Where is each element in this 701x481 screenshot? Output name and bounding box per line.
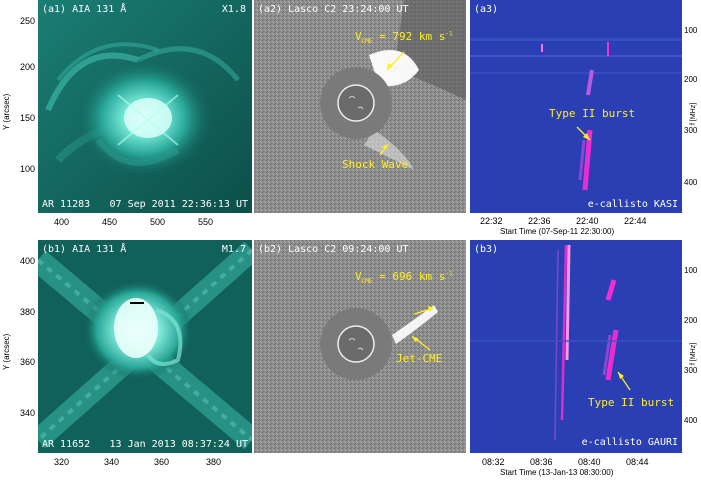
type-ii-burst-label: Type II burst [588, 396, 675, 409]
x-tick: 320 [54, 457, 70, 467]
y-tick: 200 [684, 316, 698, 325]
panel-label: (a1) AIA 131 Å [42, 4, 127, 15]
x-tick: 08:36 [530, 457, 553, 467]
x-tick: 340 [104, 457, 120, 467]
y-tick: 300 [684, 366, 698, 375]
panel-label: (a3) [474, 4, 499, 15]
station-label: e-callisto KASI [587, 199, 678, 210]
x-tick: 450 [102, 217, 118, 227]
x-tick: 22:40 [576, 216, 599, 226]
cme-speed: VCME = 696 km s-1 [355, 270, 453, 286]
lasco-image-a2 [254, 0, 466, 213]
panel-label: (b1) AIA 131 Å [42, 244, 127, 255]
flare-class: X1.8 [221, 4, 246, 15]
x-axis-label: Start Time (13-Jan-13 08:30:00) [500, 468, 614, 477]
lasco-panel-a2: (a2) Lasco C2 23:24:00 UT VCME = 792 km … [254, 0, 466, 213]
y-tick: 100 [684, 26, 698, 35]
y-axis-label: Y (arcsec) [2, 93, 11, 130]
x-axis-label: Start Time (07-Sep-11 22:30:00) [500, 227, 615, 236]
y-tick: 100 [20, 164, 36, 174]
callisto-panel-a3: (a3) Type II burst e-callisto KASI [470, 0, 682, 213]
y-tick: 300 [684, 126, 698, 135]
y-tick: 380 [20, 307, 36, 317]
y-tick: 400 [684, 416, 698, 425]
y-tick: 360 [20, 357, 36, 367]
x-tick: 22:32 [480, 216, 503, 226]
active-region: AR 11652 [42, 439, 91, 450]
panel-label: (a2) Lasco C2 23:24:00 UT [258, 4, 409, 15]
panel-label: (b3) [474, 244, 499, 255]
x-tick: 400 [54, 217, 70, 227]
callisto-panel-b3: (b3) Type II burst e-callisto GAURI [470, 240, 682, 453]
panel-label: (b2) Lasco C2 09:24:00 UT [258, 244, 409, 255]
y-tick: 200 [684, 75, 698, 84]
observation-datetime: 13 Jan 2013 08:37:24 UT [109, 439, 248, 450]
x-tick: 360 [154, 457, 170, 467]
x-tick: 08:40 [578, 457, 601, 467]
cme-speed: VCME = 792 km s-1 [355, 30, 453, 46]
aia-image-a1 [38, 0, 252, 213]
jet-cme-label: Jet-CME [396, 352, 443, 365]
active-region: AR 11283 [42, 199, 91, 210]
y-tick: 100 [684, 266, 698, 275]
x-tick: 550 [198, 217, 214, 227]
x-tick: 08:32 [482, 457, 505, 467]
aia-image-b1 [38, 240, 252, 453]
y-tick: 150 [20, 113, 36, 123]
y-tick: 200 [20, 62, 36, 72]
x-tick: 22:44 [624, 216, 647, 226]
station-label: e-callisto GAURI [581, 437, 678, 448]
flare-class: M1.7 [221, 244, 246, 255]
lasco-panel-b2: (b2) Lasco C2 09:24:00 UT VCME = 696 km … [254, 240, 466, 453]
aia-panel-a1: (a1) AIA 131 Å X1.8 AR 11283 07 Sep 2011… [38, 0, 252, 213]
y-tick: 400 [20, 256, 36, 266]
type-ii-burst-label: Type II burst [549, 107, 636, 120]
x-tick: 22:36 [528, 216, 551, 226]
x-tick: 08:44 [626, 457, 649, 467]
y-tick: 340 [20, 408, 36, 418]
y-axis-label: f [MHz] [690, 102, 697, 125]
y-axis-label: f [MHz] [690, 342, 697, 365]
spectrogram-b3 [470, 240, 682, 453]
spectrogram-a3 [470, 0, 682, 213]
observation-datetime: 07 Sep 2011 22:36:13 UT [109, 199, 248, 210]
y-axis-label: Y (arcsec) [2, 333, 11, 370]
y-tick: 400 [684, 178, 698, 187]
lasco-image-b2 [254, 240, 466, 453]
y-tick: 250 [20, 16, 36, 26]
x-tick: 380 [206, 457, 222, 467]
shock-wave-label: Shock Wave [342, 158, 409, 171]
aia-panel-b1: (b1) AIA 131 Å M1.7 AR 11652 13 Jan 2013… [38, 240, 252, 453]
x-tick: 500 [150, 217, 166, 227]
